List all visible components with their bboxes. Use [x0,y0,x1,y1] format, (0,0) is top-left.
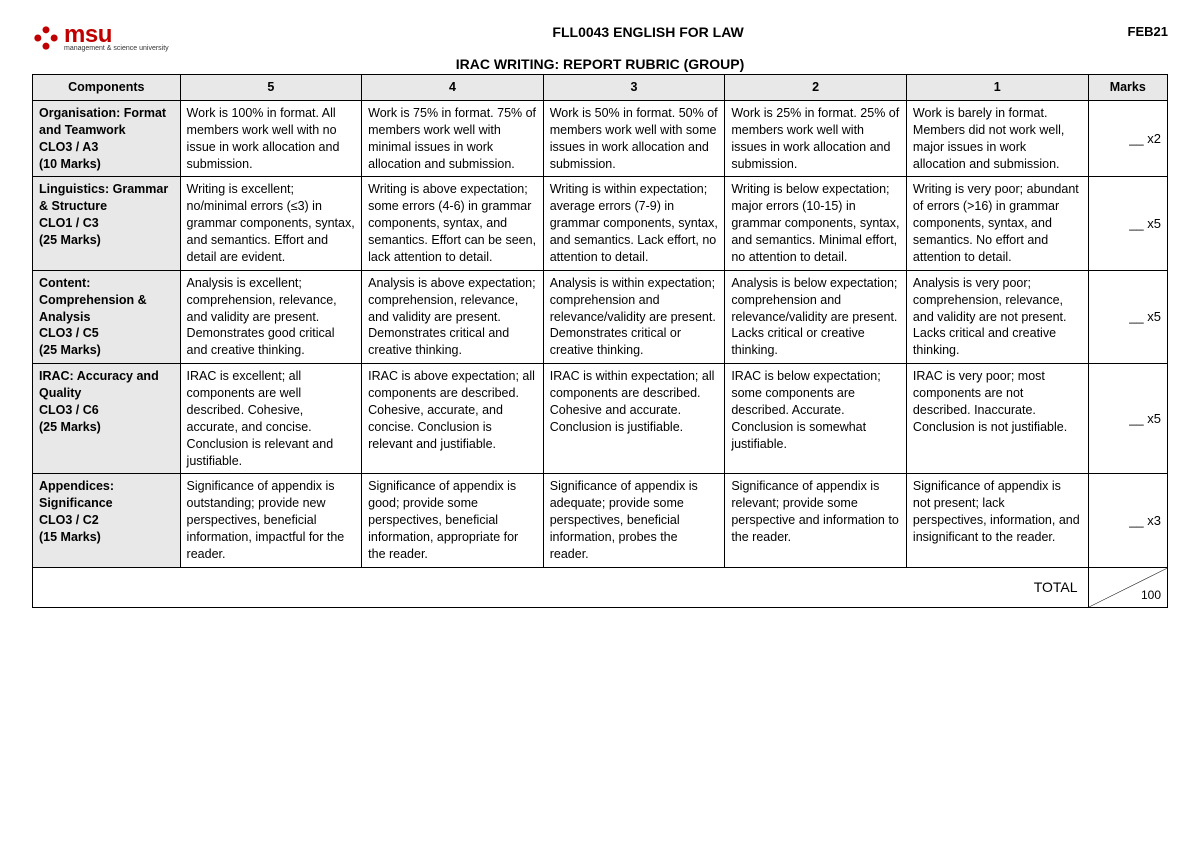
logo: msu management & science university [32,24,169,52]
criteria-cell: Analysis is below expectation; comprehen… [725,270,907,363]
criteria-cell: IRAC is above expectation; all component… [362,364,544,474]
criteria-cell: Significance of appendix is adequate; pr… [543,474,725,567]
total-denominator: 100 [1141,587,1161,603]
col-3: 3 [543,75,725,101]
marks-cell: __ x5 [1088,177,1167,270]
col-2: 2 [725,75,907,101]
criteria-cell: Analysis is excellent; comprehension, re… [180,270,362,363]
criteria-cell: IRAC is below expectation; some componen… [725,364,907,474]
criteria-cell: IRAC is very poor; most components are n… [906,364,1088,474]
marks-cell: __ x2 [1088,100,1167,177]
marks-cell: __ x5 [1088,364,1167,474]
table-row: IRAC: Accuracy and QualityCLO3 / C6(25 M… [33,364,1168,474]
criteria-cell: Work is 25% in format. 25% of members wo… [725,100,907,177]
criteria-cell: Writing is below expectation; major erro… [725,177,907,270]
date: FEB21 [1128,24,1168,39]
col-marks: Marks [1088,75,1167,101]
total-label: TOTAL [33,567,1089,607]
criteria-cell: Significance of appendix is relevant; pr… [725,474,907,567]
criteria-cell: Work is 100% in format. All members work… [180,100,362,177]
col-5: 5 [180,75,362,101]
criteria-cell: Work is 50% in format. 50% of members wo… [543,100,725,177]
criteria-cell: Significance of appendix is not present;… [906,474,1088,567]
criteria-cell: IRAC is within expectation; all componen… [543,364,725,474]
component-cell: Content: Comprehension & AnalysisCLO3 / … [33,270,181,363]
criteria-cell: Analysis is above expectation; comprehen… [362,270,544,363]
criteria-cell: Writing is excellent; no/minimal errors … [180,177,362,270]
course-title: FLL0043 ENGLISH FOR LAW [552,24,743,40]
total-box: 100 [1088,567,1167,607]
col-components: Components [33,75,181,101]
table-header-row: Components 5 4 3 2 1 Marks [33,75,1168,101]
criteria-cell: Writing is very poor; abundant of errors… [906,177,1088,270]
flower-icon [32,24,60,52]
logo-main: msu [64,21,112,48]
criteria-cell: Writing is above expectation; some error… [362,177,544,270]
col-1: 1 [906,75,1088,101]
criteria-cell: Significance of appendix is outstanding;… [180,474,362,567]
marks-cell: __ x5 [1088,270,1167,363]
criteria-cell: Work is 75% in format. 75% of members wo… [362,100,544,177]
total-row: TOTAL 100 [33,567,1168,607]
criteria-cell: Writing is within expectation; average e… [543,177,725,270]
page-header: msu management & science university FLL0… [32,24,1168,52]
logo-sub: management & science university [64,46,169,52]
criteria-cell: Analysis is within expectation; comprehe… [543,270,725,363]
criteria-cell: Work is barely in format. Members did no… [906,100,1088,177]
table-row: Content: Comprehension & AnalysisCLO3 / … [33,270,1168,363]
table-row: Appendices: SignificanceCLO3 / C2(15 Mar… [33,474,1168,567]
table-row: Organisation: Format and TeamworkCLO3 / … [33,100,1168,177]
component-cell: IRAC: Accuracy and QualityCLO3 / C6(25 M… [33,364,181,474]
criteria-cell: Significance of appendix is good; provid… [362,474,544,567]
component-cell: Organisation: Format and TeamworkCLO3 / … [33,100,181,177]
document-subtitle: IRAC WRITING: REPORT RUBRIC (GROUP) [32,56,1168,72]
rubric-table: Components 5 4 3 2 1 Marks Organisation:… [32,74,1168,608]
col-4: 4 [362,75,544,101]
component-cell: Linguistics: Grammar & StructureCLO1 / C… [33,177,181,270]
component-cell: Appendices: SignificanceCLO3 / C2(15 Mar… [33,474,181,567]
table-row: Linguistics: Grammar & StructureCLO1 / C… [33,177,1168,270]
criteria-cell: IRAC is excellent; all components are we… [180,364,362,474]
criteria-cell: Analysis is very poor; comprehension, re… [906,270,1088,363]
marks-cell: __ x3 [1088,474,1167,567]
